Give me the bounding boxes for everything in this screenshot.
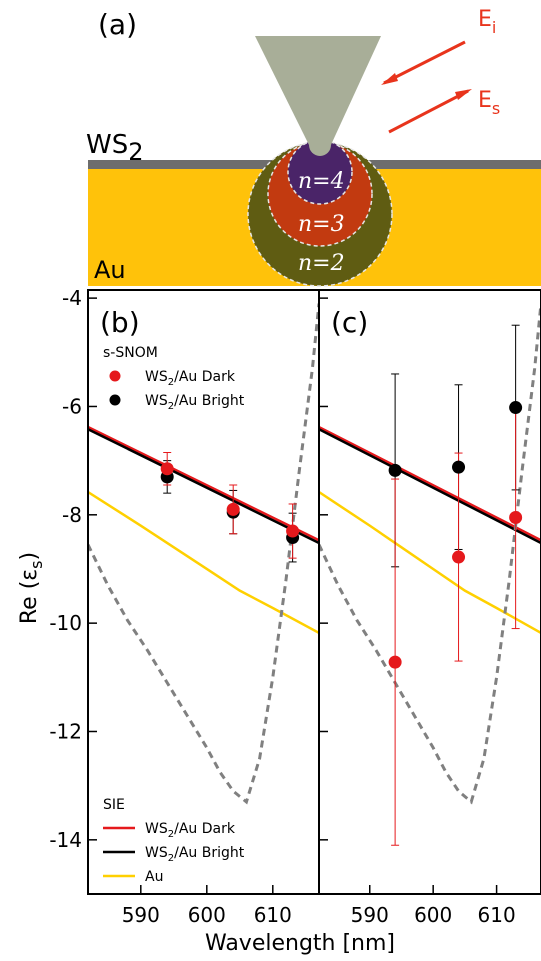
x-tick-label: 600: [414, 903, 452, 927]
series-line-dashed: [319, 303, 541, 805]
x-tick-label: 590: [351, 903, 389, 927]
panel-label: (b): [100, 306, 140, 339]
data-point-ws2-au-dark: [160, 462, 174, 476]
au-label: Au: [94, 256, 126, 284]
data-point-ws2-au-bright: [452, 460, 466, 474]
afm-tip: [255, 36, 381, 147]
es-label: Es: [478, 88, 500, 118]
data-point-ws2-au-bright: [509, 401, 523, 415]
panel-a-label: (a): [98, 8, 137, 41]
ws2-label: WS2: [86, 130, 144, 166]
x-tick-label: 600: [188, 903, 226, 927]
axes-frame: [318, 289, 541, 895]
afm-tip-apex: [309, 134, 331, 156]
panel-c-chart: 590 600 610 (c): [318, 289, 541, 927]
series-line-ws2-au-dark: [88, 425, 319, 542]
x-axis-label: Wavelength [nm]: [205, 931, 395, 956]
series-line-dashed: [88, 303, 319, 805]
y-axis-label: Re (εs): [17, 552, 46, 624]
y-tick-label: -10: [49, 611, 82, 635]
data-point-ws2-au-dark: [452, 550, 466, 564]
series-line-ws2-au-bright: [88, 428, 319, 545]
plot-area: [319, 303, 541, 846]
panel-label: (c): [331, 306, 368, 339]
ei-label: Ei: [478, 7, 496, 37]
y-tick-label: -12: [49, 719, 82, 743]
y-tick-label: -6: [62, 394, 82, 418]
data-point-ws2-au-dark: [509, 511, 523, 525]
incident-field-arrow: [383, 40, 466, 85]
y-tick-label: -14: [49, 828, 82, 852]
x-tick-label: 610: [478, 903, 516, 927]
scattered-field-arrow: [388, 89, 469, 134]
legend-label: Au: [145, 869, 163, 885]
series-line-ws2-au-dark: [319, 425, 541, 542]
x-tick-label: 590: [122, 903, 160, 927]
legend-label: WS2/Au Dark: [145, 821, 236, 840]
legend-marker: [109, 370, 121, 382]
n4-label: n=4: [298, 169, 345, 194]
n3-label: n=3: [298, 212, 345, 237]
data-point-ws2-au-dark: [226, 502, 240, 516]
x-tick-label: 610: [254, 903, 292, 927]
scattered-arrow-head: [455, 89, 472, 100]
panel-b-chart: 590 600 610 -4 -6 -8 -10 -12 -14 (b) s-SNOM WS2/Au …: [49, 286, 320, 927]
legend-sie: SIE WS2/Au Dark WS2/Au Bright Au: [103, 797, 245, 885]
y-tick-label: -8: [62, 503, 82, 527]
legend-title: s-SNOM: [103, 345, 158, 361]
data-point-ws2-au-dark: [388, 655, 402, 669]
schematic-panel: n=4 n=3 n=2 (a) WS2 Au Ei Es: [86, 7, 541, 287]
incident-arrow-head: [381, 73, 398, 85]
series-line-ws2-au-bright: [319, 428, 541, 545]
legend-title: SIE: [103, 797, 125, 813]
legend-s-snom: s-SNOM WS2/Au Dark WS2/Au Bright: [103, 345, 245, 412]
series-line-au: [88, 491, 319, 634]
y-tick-label: -4: [62, 286, 82, 310]
legend-marker: [109, 394, 121, 406]
legend-label: WS2/Au Dark: [145, 369, 236, 388]
legend-label: WS2/Au Bright: [145, 845, 245, 864]
data-point-ws2-au-dark: [286, 524, 300, 538]
n2-label: n=2: [298, 251, 345, 276]
legend-label: WS2/Au Bright: [145, 393, 245, 412]
series-line-au: [319, 491, 541, 634]
data-point-ws2-au-bright: [388, 463, 402, 477]
plot-area: [88, 303, 319, 805]
